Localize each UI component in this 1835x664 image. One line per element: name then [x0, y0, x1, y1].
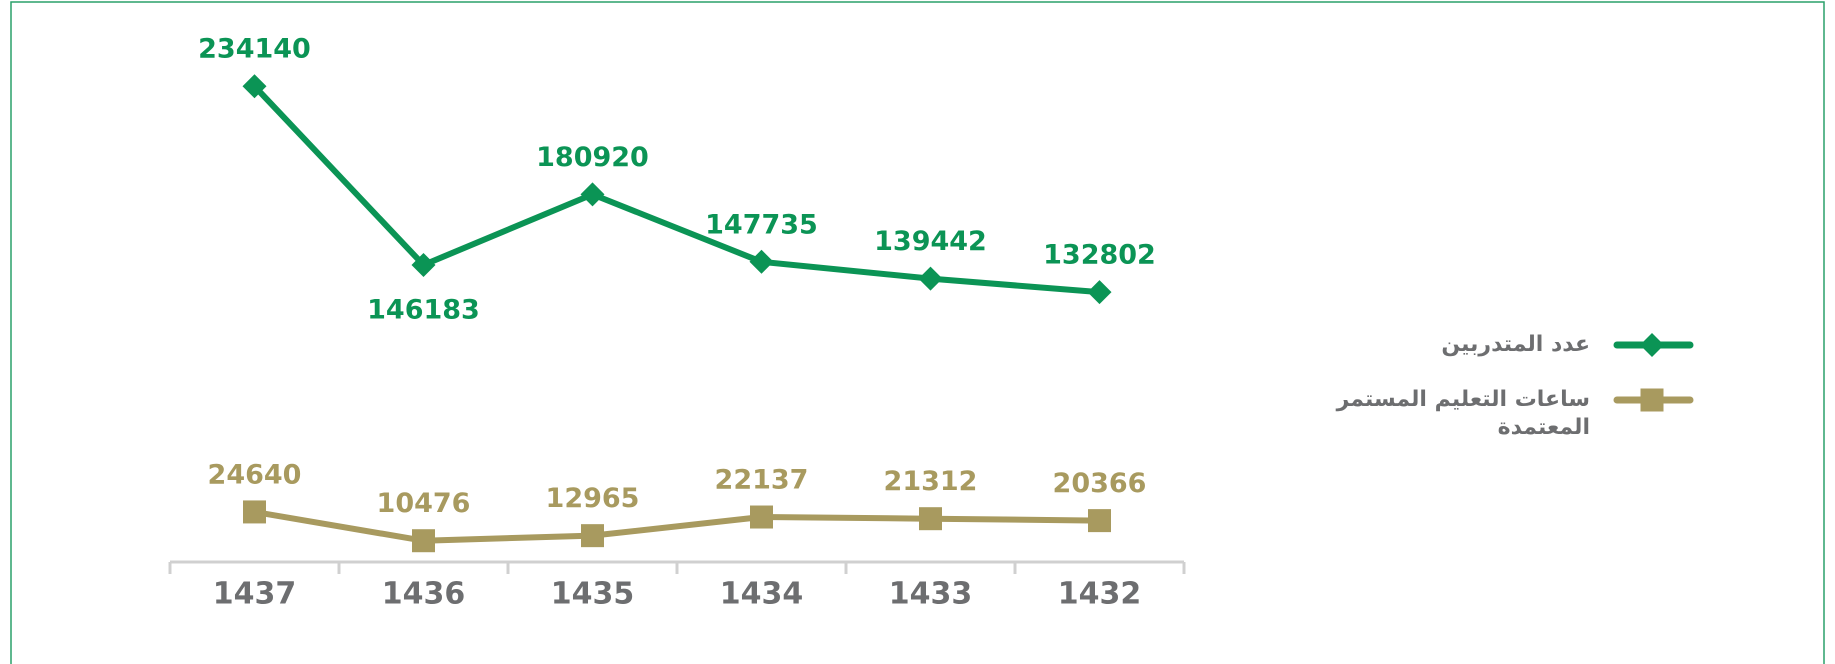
point	[919, 507, 942, 531]
x-tick-label: 1433	[889, 577, 973, 612]
legend-label: عدد المتدربين	[1441, 332, 1590, 357]
data-label: 20366	[1053, 468, 1147, 499]
point	[580, 182, 605, 207]
data-label: 234140	[198, 34, 311, 65]
data-label: 146183	[367, 294, 480, 325]
point	[1640, 333, 1664, 357]
data-label: 132802	[1043, 240, 1156, 271]
point	[1640, 388, 1664, 412]
point	[581, 524, 604, 548]
data-label: 147735	[705, 209, 818, 240]
data-label: 180920	[536, 142, 649, 173]
point	[1088, 509, 1111, 533]
x-tick-label: 1432	[1058, 577, 1142, 612]
x-tick-label: 1436	[382, 577, 466, 612]
x-tick-label: 1434	[720, 577, 804, 612]
point	[918, 266, 943, 291]
series-line	[252, 84, 1100, 296]
legend-label: ساعات التعليم المستمر المعتمدة	[1336, 387, 1590, 440]
point	[242, 74, 267, 99]
point	[411, 252, 436, 277]
x-tick-label: 1437	[213, 577, 297, 612]
data-label: 24640	[208, 459, 302, 490]
frame	[10, 1, 1825, 664]
point	[243, 500, 266, 524]
point	[1087, 280, 1112, 305]
point	[412, 529, 435, 553]
data-label: 21312	[884, 466, 978, 497]
x-tick-label: 1435	[551, 577, 635, 612]
point	[749, 249, 774, 274]
data-label: 139442	[874, 226, 987, 257]
point	[750, 505, 773, 529]
data-label: 12965	[546, 483, 640, 514]
data-label: 10476	[377, 488, 471, 519]
series-line	[253, 508, 1100, 544]
data-label: 22137	[715, 465, 809, 496]
